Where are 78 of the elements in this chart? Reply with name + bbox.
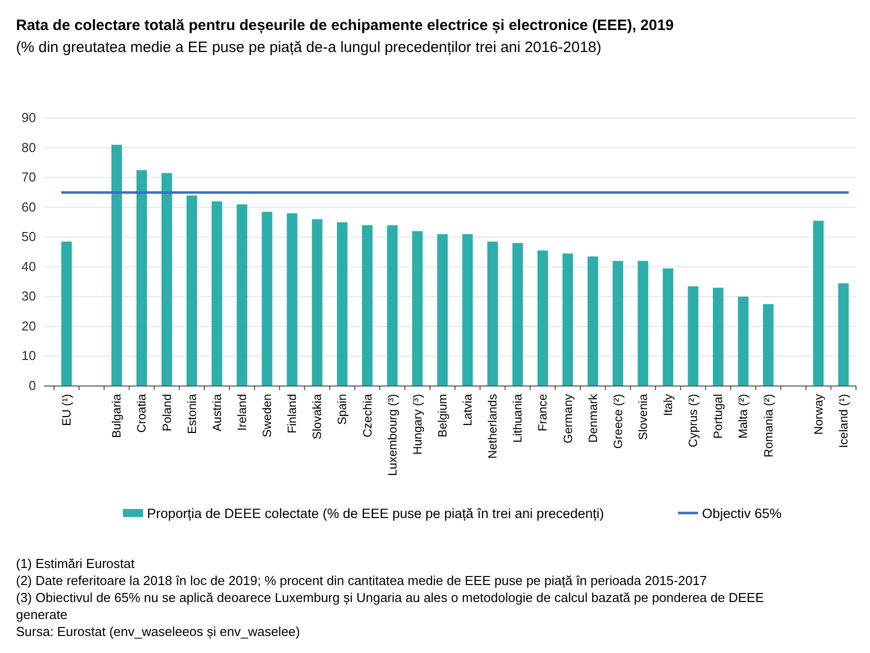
y-tick-label: 80 xyxy=(22,140,36,155)
x-tick-label: Greece (²) xyxy=(610,394,625,449)
bar xyxy=(588,256,598,386)
x-tick-label: Romania (²) xyxy=(761,394,776,458)
text: (2) Date referitoare la 2018 în loc de 2019; % procent din cantitatea medie de EEE puse pe piață în perioada 2015-2017 xyxy=(16,573,707,588)
y-tick-label: 30 xyxy=(22,288,36,304)
bar xyxy=(312,219,322,386)
bar xyxy=(638,260,648,386)
legend-label: Proporția de DEEE colectate (% de EEE puse pe piață în trei ani precedenți) xyxy=(147,506,604,521)
chart-subtitle: (% din greutatea medie a EE puse pe piață de-a lungul precedenților trei ani 2016-2018) xyxy=(16,39,602,56)
bar xyxy=(61,242,72,386)
bar xyxy=(688,286,698,386)
x-tick-label: Czechia xyxy=(360,394,374,438)
y-tick-label: 90 xyxy=(22,110,36,125)
bar xyxy=(186,195,198,386)
x-tick-label: Lithuania xyxy=(510,394,525,443)
x-tick-label: Cyprus (²) xyxy=(686,394,700,448)
bar xyxy=(286,213,298,386)
bar xyxy=(838,283,849,386)
x-tick-label: Austria xyxy=(210,394,224,432)
y-tick-label: 70 xyxy=(22,170,36,185)
bar xyxy=(262,212,272,386)
x-tick-label: Denmark xyxy=(586,393,600,443)
x-tick-label: Finland xyxy=(285,394,300,434)
x-tick-label: Belgium xyxy=(435,394,450,438)
y-tick-label: 40 xyxy=(22,258,36,274)
x-tick-label: Latvia xyxy=(460,394,475,426)
bar xyxy=(738,296,748,386)
text: (3) Obiectivul de 65% nu se aplică deoarece Luxemburg și Ungaria au ales o metodologie de calcul bazată pe ponderea de DEEE generate xyxy=(16,590,764,622)
bar xyxy=(236,204,248,386)
x-tick-label: Slovenia xyxy=(636,394,650,440)
bar xyxy=(387,225,398,386)
text: (1) Estimări Eurostat xyxy=(16,556,135,571)
bar xyxy=(412,231,423,386)
x-tick-label: Germany xyxy=(560,394,575,444)
x-tick-label: Iceland (¹) xyxy=(836,394,850,448)
bar xyxy=(512,243,523,386)
x-tick-label: Slovakia xyxy=(310,394,324,440)
bar xyxy=(212,201,222,386)
bar xyxy=(362,225,373,386)
bar xyxy=(712,288,724,386)
bar xyxy=(612,260,624,386)
x-tick-label: Hungary (³) xyxy=(410,394,424,455)
x-tick-label: Netherlands xyxy=(486,394,500,459)
x-tick-label: Luxembourg (³) xyxy=(385,394,400,476)
y-tick-label: 0 xyxy=(28,378,36,393)
bar xyxy=(813,220,824,386)
x-tick-label: Ireland xyxy=(234,394,249,431)
bar xyxy=(437,234,448,386)
bar xyxy=(662,268,674,386)
bar xyxy=(487,242,498,386)
x-tick-label: Italy xyxy=(661,394,676,416)
bar xyxy=(537,250,548,386)
bar xyxy=(111,144,122,386)
text: Sursa: Eurostat (env_waseleeos și env_waselee) xyxy=(16,624,300,639)
x-tick-label: Croatia xyxy=(134,394,149,433)
x-tick-label: Bulgaria xyxy=(110,394,124,438)
chart-title: Rata de colectare totală pentru deșeurile de echipamente electrice și electronice (EEE), 2019 xyxy=(16,17,674,34)
bar xyxy=(763,304,774,386)
legend-label: Objectiv 65% xyxy=(702,506,782,521)
bar xyxy=(336,222,348,386)
bar xyxy=(562,253,574,386)
x-tick-label: Sweden xyxy=(260,394,274,438)
y-tick-label: 50 xyxy=(22,229,36,244)
bar xyxy=(462,234,473,386)
bar xyxy=(136,170,147,386)
x-tick-label: Norway xyxy=(811,394,826,435)
x-tick-label: France xyxy=(536,394,550,432)
x-tick-label: Poland xyxy=(160,394,174,432)
y-tick-label: 20 xyxy=(22,318,36,334)
x-tick-label: Estonia xyxy=(184,394,199,434)
y-tick-label: 10 xyxy=(22,348,36,364)
bar xyxy=(162,173,172,386)
x-tick-label: Portugal xyxy=(711,394,726,439)
x-tick-label: EU (¹) xyxy=(60,394,74,426)
y-tick-label: 60 xyxy=(22,199,36,214)
x-tick-label: Malta (²) xyxy=(736,394,750,439)
x-tick-label: Spain xyxy=(335,394,350,425)
